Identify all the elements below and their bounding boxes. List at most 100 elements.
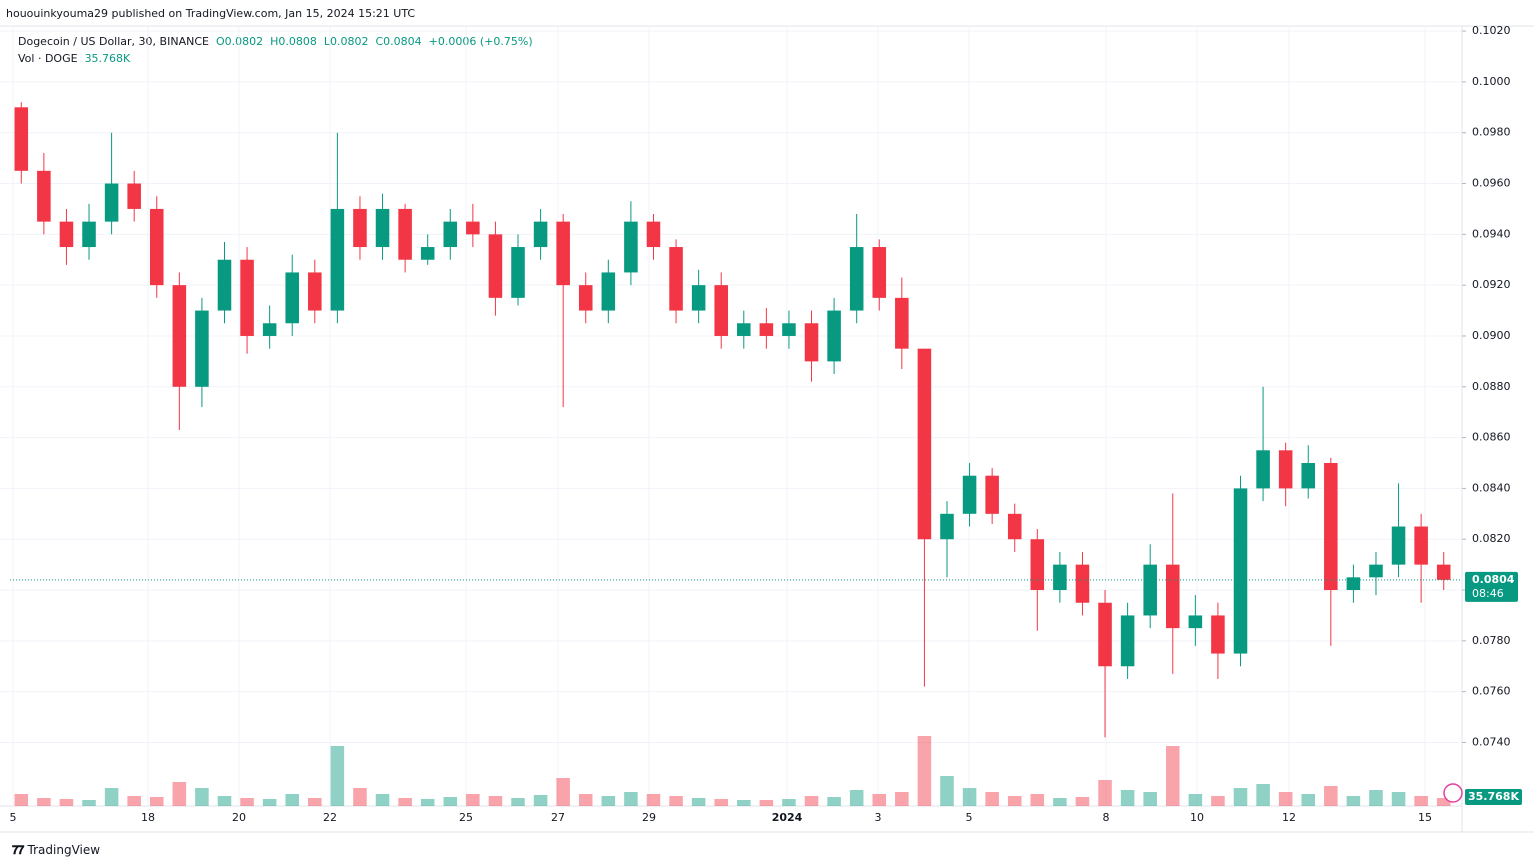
x-tick-label: 10: [1190, 811, 1204, 824]
candle-body: [1391, 526, 1406, 565]
volume-bar: [285, 794, 299, 806]
volume-bar: [1324, 786, 1338, 806]
x-tick-label: 5: [10, 811, 17, 824]
y-tick-label: 0.0760: [1472, 685, 1511, 698]
volume-bar: [1233, 788, 1248, 806]
volume-bar: [782, 799, 796, 806]
volume-bar: [1369, 790, 1383, 806]
candle-body: [330, 208, 345, 311]
volume-bar: [1120, 790, 1135, 806]
volume-bar: [59, 799, 74, 806]
x-tick-label: 22: [323, 811, 337, 824]
y-tick-label: 0.0780: [1472, 634, 1511, 647]
candle-body: [1188, 615, 1203, 629]
last-price-tag: [1465, 571, 1518, 602]
candle-body: [308, 272, 322, 311]
volume-bar: [691, 798, 706, 806]
volume-bar: [82, 800, 96, 806]
volume-bar: [1278, 792, 1293, 806]
candle-body: [962, 475, 977, 514]
volume-bar: [1030, 794, 1045, 806]
volume-bar: [262, 799, 277, 806]
volume-bar: [195, 788, 209, 806]
candle-body: [375, 208, 390, 248]
volume-bar: [1414, 796, 1428, 806]
candle-body: [1098, 602, 1112, 667]
candle-body: [82, 221, 96, 248]
x-tick-label: 18: [141, 811, 155, 824]
volume-bar: [466, 794, 480, 806]
ohlc-close: C0.0804: [375, 35, 422, 48]
volume-bar: [827, 797, 841, 806]
volume-tag-label: 35.768K: [1468, 790, 1519, 803]
candle-body: [1324, 463, 1338, 591]
logo-mark: 𝟕𝟕: [12, 843, 24, 857]
candle-body: [1346, 577, 1361, 591]
volume-bar: [1211, 796, 1225, 806]
candle-body: [782, 323, 796, 336]
legend-row: Dogecoin / US Dollar, 30, BINANCE O0.080…: [18, 35, 533, 48]
volume-bar: [1098, 780, 1112, 806]
candle-body: [149, 208, 164, 286]
candle-body: [240, 259, 254, 336]
volume-bar: [149, 797, 164, 806]
y-tick-label: 0.0820: [1472, 532, 1511, 545]
volume-bar: [1007, 796, 1022, 806]
candle-body: [1256, 450, 1270, 489]
alert-icon: [1443, 783, 1463, 803]
volume-value: 35.768K: [84, 52, 131, 65]
volume-bars: [14, 736, 1451, 806]
y-tick-label: 0.0860: [1472, 431, 1511, 444]
volume-bar: [714, 799, 728, 806]
x-tick-label: 27: [551, 811, 565, 824]
candle-body: [691, 285, 706, 311]
volume-bar: [669, 796, 683, 806]
candle-body: [285, 272, 299, 324]
y-tick-label: 0.0740: [1472, 735, 1511, 748]
x-tick-label: 12: [1282, 811, 1296, 824]
x-tick-label: 25: [459, 811, 473, 824]
candle-body: [1166, 564, 1180, 629]
y-tick-label: 0.0880: [1472, 380, 1511, 393]
candle-body: [849, 247, 864, 311]
candle-body: [872, 247, 887, 298]
candle-body: [14, 107, 29, 171]
volume-bar: [737, 800, 751, 806]
candle-body: [488, 234, 503, 298]
candle-body: [737, 323, 751, 336]
candle-body: [104, 183, 119, 222]
candle-body: [37, 170, 51, 222]
ohlc-open: O0.0802: [215, 35, 264, 48]
volume-bar: [1053, 798, 1067, 806]
candle-body: [714, 285, 728, 336]
candle-body: [217, 259, 232, 311]
x-tick-label: 20: [232, 811, 246, 824]
candle-body: [985, 475, 999, 514]
volume-label: Vol · DOGE: [18, 52, 78, 65]
candle-body: [1414, 526, 1428, 565]
candle-body: [646, 221, 661, 248]
volume-bar: [104, 788, 119, 806]
volume-bar: [443, 797, 458, 806]
candle-body: [353, 208, 367, 248]
y-tick-label: 0.0960: [1472, 177, 1511, 190]
x-tick-label: 2024: [772, 811, 803, 824]
candle-body: [917, 348, 932, 540]
candle-body: [1075, 564, 1090, 603]
volume-bar: [488, 796, 503, 806]
candles: [14, 102, 1451, 738]
candle-body: [1211, 615, 1225, 654]
volume-bar: [917, 736, 932, 806]
volume-bar: [398, 798, 412, 806]
candle-body: [804, 323, 819, 362]
candle-body: [262, 323, 277, 336]
y-tick-label: 0.1000: [1472, 75, 1511, 88]
last-price-label: 0.0804: [1472, 573, 1515, 586]
candle-body: [1030, 539, 1045, 591]
y-tick-label: 0.0940: [1472, 227, 1511, 240]
candle-body: [533, 221, 548, 248]
candle-body: [59, 221, 74, 248]
volume-bar: [646, 794, 661, 806]
x-tick-label: 29: [642, 811, 656, 824]
